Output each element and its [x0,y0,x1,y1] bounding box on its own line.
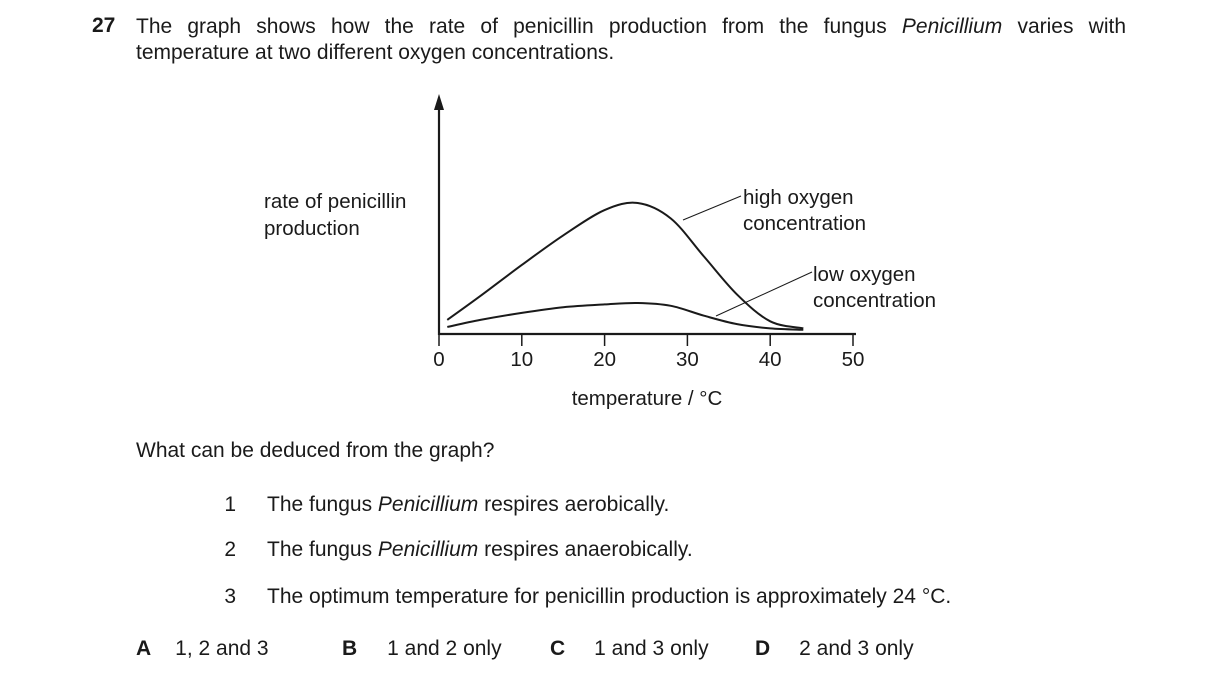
high-oxygen-leader-line [682,195,742,221]
x-tick-label: 30 [676,348,699,371]
high-oxygen-label-line-2: concentration [743,212,866,235]
option-text: 1 and 3 only [594,637,709,660]
statement-text: The optimum temperature for penicillin p… [267,585,951,609]
option-letter: C [550,637,566,660]
statement-text-italic: Penicillium [377,538,479,561]
statement-number: 3 [224,585,236,608]
statement-number: 1 [224,493,236,516]
stem-species: Penicillium [901,15,1003,38]
x-ticks [438,334,854,346]
option-d[interactable]: D 2 and 3 only [755,637,914,661]
low-oxygen-label-line-2: concentration [813,289,936,312]
statement-text: The fungus Penicillium respires anaerobi… [267,538,693,562]
high-oxygen-label-line-1: high oxygen [743,186,854,209]
low-oxygen-curve [447,301,804,331]
question-stem: The graph shows how the rate of penicill… [136,14,1126,66]
statement-text-italic: Penicillium [377,493,479,516]
y-axis-label-line-2: production [264,217,360,240]
x-tick-label: 40 [759,348,782,371]
low-oxygen-leader-line [715,271,813,317]
high-oxygen-curve [446,201,804,330]
x-tick-label: 50 [842,348,865,371]
y-axis-label-line-1: rate of penicillin [264,190,406,213]
option-c[interactable]: C 1 and 3 only [550,637,709,661]
option-text: 1 and 2 only [387,637,502,660]
statement-text-pre: The optimum temperature for penicillin p… [267,585,952,608]
question-number: 27 [92,14,116,37]
option-letter: D [755,637,771,660]
option-b[interactable]: B 1 and 2 only [342,637,502,661]
option-letter: B [342,637,358,660]
x-tick-label: 0 [433,348,444,371]
option-a[interactable]: A 1, 2 and 3 [136,637,269,661]
option-text: 1, 2 and 3 [175,637,269,660]
statement-text-pre: The fungus [267,493,378,516]
statement-text-post: respires aerobically. [478,493,670,516]
x-axis-label: temperature / °C [572,387,723,410]
option-letter: A [136,637,152,660]
question-stem-line-1: The graph shows how the rate of penicill… [136,14,1126,40]
question-prompt: What can be deduced from the graph? [136,439,495,462]
statement-text-post: respires anaerobically. [478,538,693,561]
y-axis-arrowhead [434,94,444,110]
statement-text: The fungus Penicillium respires aerobica… [267,493,669,517]
statement-number: 2 [224,538,236,561]
option-text: 2 and 3 only [799,637,914,660]
low-oxygen-label-line-1: low oxygen [813,263,916,286]
x-tick-labels: 0 10 20 30 40 50 [433,348,864,371]
statement-text-pre: The fungus [267,538,378,561]
stem-text-b: varies with [1017,15,1126,38]
stem-text-a: The graph shows how the rate of penicill… [136,15,887,38]
question-stem-line-2: temperature at two different oxygen conc… [136,41,615,64]
x-tick-label: 10 [510,348,533,371]
x-tick-label: 20 [593,348,616,371]
